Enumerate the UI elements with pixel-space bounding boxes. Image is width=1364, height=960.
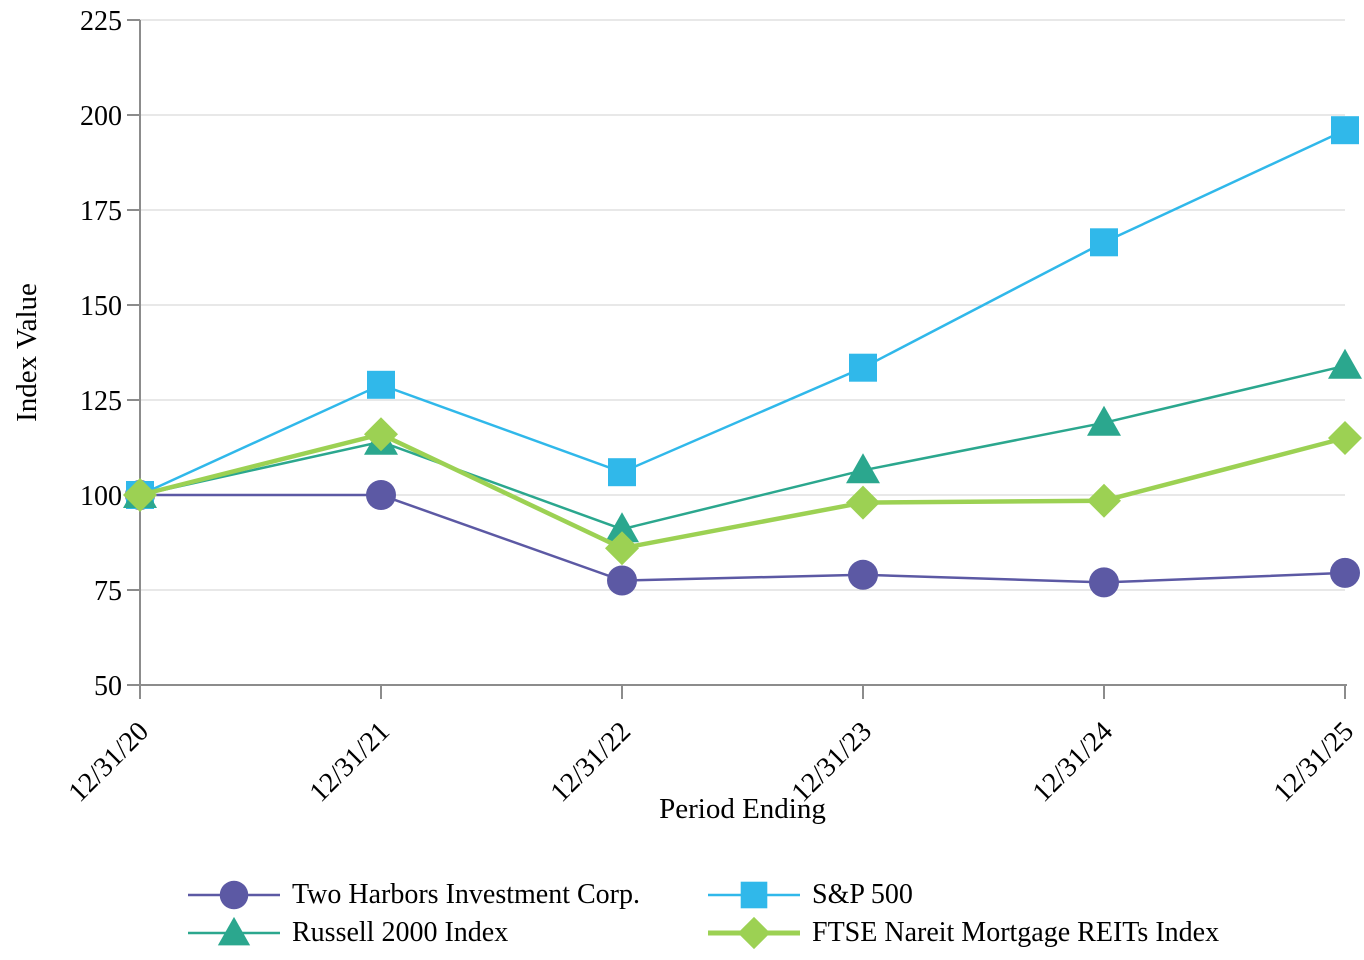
ftse-nareit-mortgage-reits-index-marker — [1087, 483, 1121, 518]
legend-item-ftse-nareit: FTSE Nareit Mortgage REITs Index — [706, 914, 1219, 952]
y-tick-label: 175 — [80, 196, 122, 227]
x-tick-label: 12/31/24 — [1027, 716, 1119, 808]
x-tick-label: 12/31/21 — [304, 716, 396, 808]
s-p-500-legend-marker — [740, 881, 768, 909]
legend-label-two-harbors: Two Harbors Investment Corp. — [292, 879, 640, 910]
legend-item-sp500: S&P 500 — [706, 876, 913, 914]
y-tick-label: 75 — [94, 576, 122, 607]
circle-marker-icon — [188, 880, 280, 910]
ftse-nareit-mortgage-reits-index-marker — [1328, 421, 1362, 455]
s-p-500-marker — [849, 353, 877, 382]
y-tick-label: 125 — [80, 386, 122, 417]
ftse-nareit-mortgage-reits-index-legend-marker — [737, 916, 771, 950]
ftse-nareit-mortgage-reits-index-marker — [364, 417, 398, 452]
x-tick-label: 12/31/20 — [63, 716, 155, 808]
y-axis-title: Index Value — [11, 283, 43, 422]
y-tick-label: 100 — [80, 481, 122, 512]
legend-label-russell-2000: Russell 2000 Index — [292, 917, 509, 948]
series-line — [139, 431, 1346, 551]
two-harbors-investment-corp-marker — [607, 565, 637, 596]
two-harbors-investment-corp-marker — [366, 480, 396, 510]
russell-2000-index-marker — [1328, 348, 1362, 379]
series-two-harbors-investment-corp — [125, 480, 1360, 598]
ftse-nareit-mortgage-reits-index-marker — [605, 531, 639, 566]
ftse-nareit-mortgage-reits-index-marker — [123, 478, 157, 512]
s-p-500-marker — [1090, 228, 1118, 257]
gridlines — [140, 19, 1345, 591]
ftse-nareit-mortgage-reits-index-marker — [846, 485, 880, 520]
square-marker-icon — [708, 881, 800, 909]
s-p-500-marker — [1331, 116, 1359, 145]
s-p-500-marker — [367, 370, 395, 399]
legend-label-ftse-nareit: FTSE Nareit Mortgage REITs Index — [812, 917, 1220, 948]
x-tick-label: 12/31/22 — [545, 716, 637, 808]
y-tick-label: 200 — [80, 101, 122, 132]
y-tick-label: 150 — [80, 291, 122, 322]
x-tick-label: 12/31/25 — [1268, 716, 1360, 808]
performance-chart: 50 75 100 125 150 175 200 225 12/31/20 12/31/21 12… — [11, 6, 1362, 825]
y-axis: 50 75 100 125 150 175 200 225 — [80, 6, 141, 702]
diamond-marker-icon — [708, 916, 800, 950]
two-harbors-investment-corp-marker — [1330, 557, 1360, 588]
russell-2000-index-marker — [1087, 405, 1121, 436]
two-harbors-investment-corp-marker — [1089, 567, 1119, 598]
series-ftse-nareit-mortgage-reits-index — [123, 417, 1362, 566]
two-harbors-investment-corp-legend-marker — [219, 880, 249, 910]
legend-item-russell-2000: Russell 2000 Index — [186, 914, 508, 952]
russell-2000-index-marker — [846, 453, 880, 484]
s-p-500-marker — [608, 458, 636, 487]
y-tick-label: 225 — [80, 6, 122, 37]
series-line — [139, 364, 1346, 531]
series-line — [139, 129, 1346, 497]
x-axis-title: Period Ending — [659, 793, 826, 825]
russell-2000-index-legend-marker — [217, 916, 251, 946]
series-line — [140, 493, 1346, 584]
y-tick-label: 50 — [94, 671, 122, 702]
two-harbors-investment-corp-marker — [848, 559, 878, 590]
legend-item-two-harbors: Two Harbors Investment Corp. — [186, 876, 640, 914]
legend-label-sp500: S&P 500 — [812, 879, 913, 910]
series-russell-2000-index — [123, 348, 1362, 543]
x-axis: 12/31/20 12/31/21 12/31/22 12/31/23 12/31/24… — [63, 684, 1360, 808]
triangle-marker-icon — [188, 916, 280, 946]
russell-2000-index-marker — [605, 512, 639, 543]
